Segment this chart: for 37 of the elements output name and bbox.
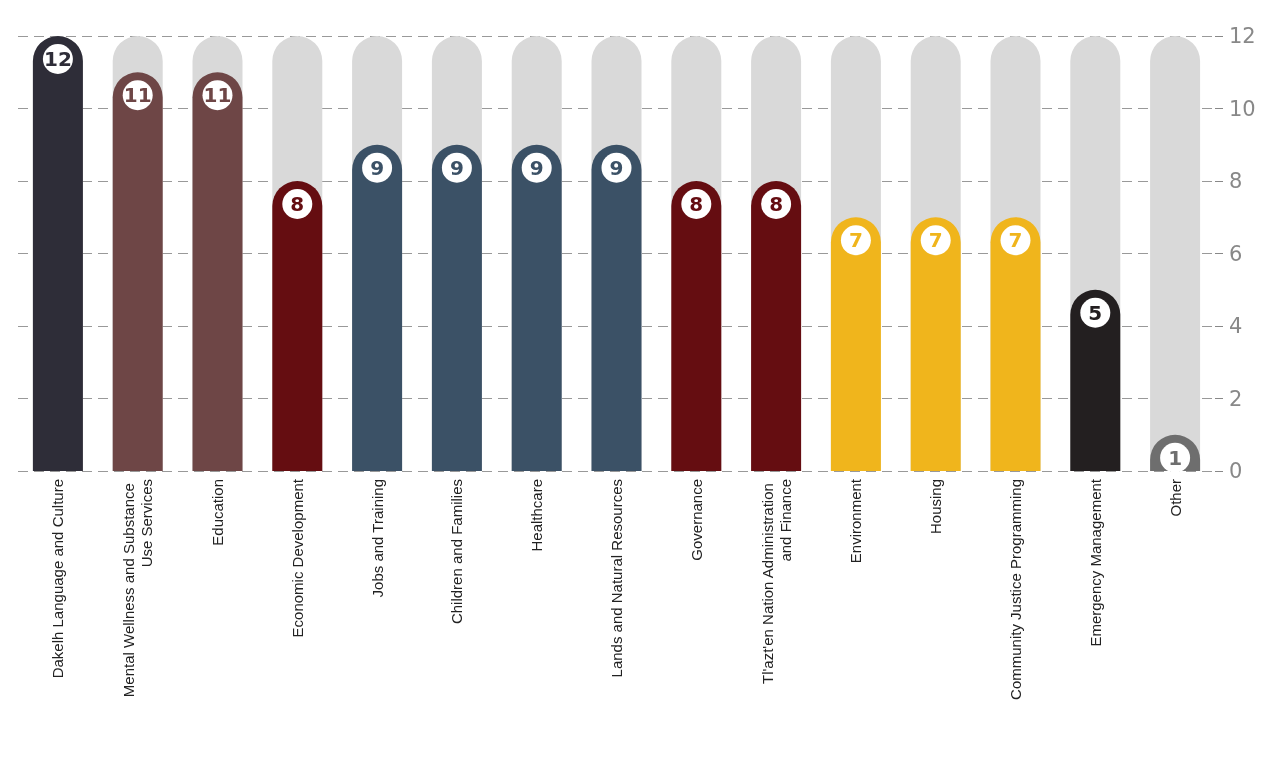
y-tick-label: 2 — [1229, 386, 1243, 411]
x-tick-label: Lands and Natural Resources — [608, 479, 625, 678]
y-tick-label: 6 — [1229, 241, 1243, 266]
y-tick-label: 10 — [1229, 96, 1256, 121]
data-label: 11 — [123, 83, 152, 108]
x-tick-label: Healthcare — [528, 479, 546, 552]
x-tick-label: Education — [209, 479, 226, 546]
x-tick-label: Jobs and Training — [368, 479, 386, 598]
data-label: 9 — [449, 155, 464, 180]
x-tick-label: Mental Wellness and Substance Use Services — [120, 479, 156, 698]
x-tick-label: Emergency Management — [1086, 478, 1104, 647]
y-tick-label: 12 — [1229, 24, 1256, 48]
x-tick-label: Dakelh Language and Culture — [49, 479, 67, 679]
data-label: 12 — [43, 47, 72, 71]
x-tick-label: Housing — [927, 479, 945, 535]
x-tick-label: Economic Development — [288, 478, 306, 638]
x-tick-label: Environment — [847, 478, 865, 564]
x-tick-label: Other — [1166, 479, 1184, 517]
data-label: 9 — [370, 155, 385, 180]
x-tick-label: Children and Families — [448, 479, 466, 625]
data-label: 7 — [1008, 228, 1023, 253]
data-label: 7 — [848, 228, 863, 253]
x-tick-label: Community Justice Programming — [1007, 479, 1024, 700]
data-label: 5 — [1088, 300, 1103, 325]
data-label: 11 — [203, 83, 232, 108]
data-label: 7 — [928, 228, 943, 253]
x-tick-label: Governance — [687, 479, 705, 561]
y-tick-label: 8 — [1229, 169, 1243, 193]
data-label: 9 — [609, 155, 624, 180]
data-label: 8 — [689, 192, 704, 216]
data-label: 8 — [290, 192, 305, 216]
data-label: 9 — [529, 155, 544, 180]
data-label: 1 — [1168, 445, 1183, 470]
y-tick-label: 0 — [1229, 459, 1243, 483]
data-label: 8 — [769, 192, 784, 216]
y-tick-label: 4 — [1229, 314, 1243, 338]
x-tick-label: Tl'azt'en Nation Administration and Finance — [758, 479, 794, 684]
